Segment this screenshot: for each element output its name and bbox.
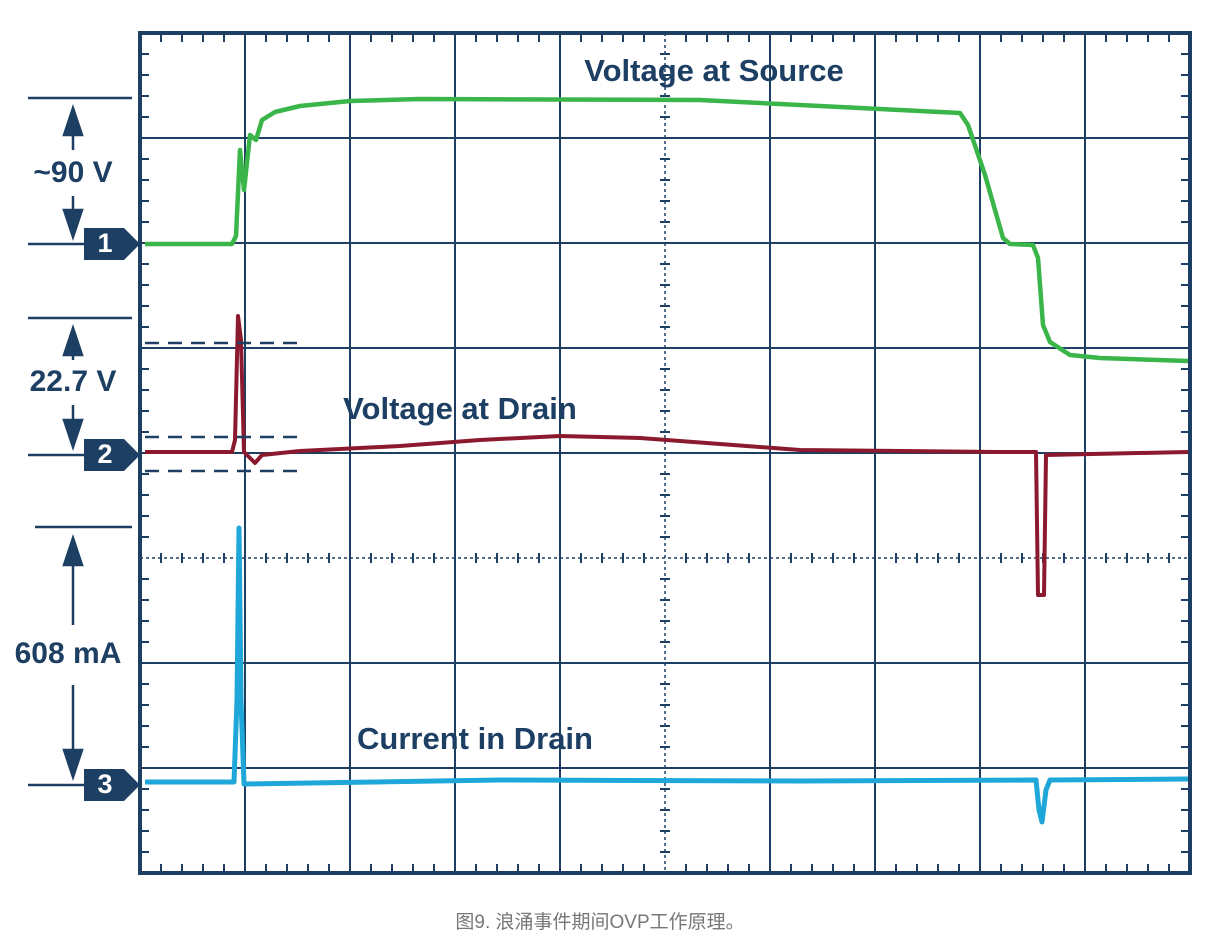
- channel-markers: [84, 228, 140, 801]
- caption: 图9. 浪涌事件期间OVP工作原理。: [455, 911, 744, 933]
- ch2-scale: 22.7 V: [30, 365, 117, 398]
- source-trace: [145, 96, 1189, 364]
- ch1-scale: ~90 V: [33, 156, 112, 189]
- ch3-scale: 608 mA: [15, 637, 122, 670]
- screen-border: [138, 31, 1192, 875]
- current-label: Current in Drain: [357, 721, 593, 756]
- scale-markers: [28, 96, 298, 787]
- channel-number: 1: [97, 228, 112, 258]
- source-label: Voltage at Source: [584, 53, 844, 88]
- channel-number: 3: [97, 769, 112, 799]
- drain-trace: [145, 314, 1189, 597]
- drain-label: Voltage at Drain: [343, 391, 577, 426]
- traces: [145, 96, 1189, 825]
- channel-number: 2: [97, 439, 112, 469]
- current-trace: [145, 525, 1189, 825]
